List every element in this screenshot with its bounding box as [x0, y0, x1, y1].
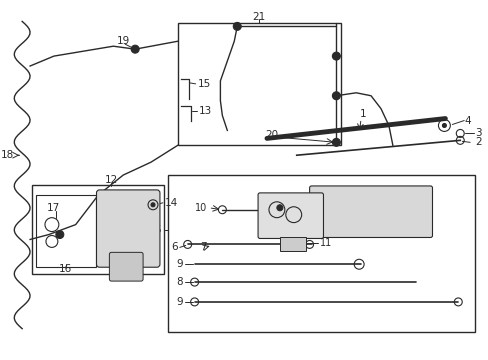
Text: 5: 5: [154, 225, 161, 235]
Text: 8: 8: [176, 277, 183, 287]
Text: 11: 11: [319, 238, 331, 248]
Circle shape: [56, 230, 63, 238]
Text: 9: 9: [176, 259, 183, 269]
Bar: [279, 238, 305, 251]
Text: 20: 20: [265, 130, 278, 140]
Text: 1: 1: [359, 109, 366, 118]
Text: 2: 2: [474, 137, 481, 147]
Bar: [32, 185, 163, 274]
Text: 15: 15: [197, 79, 210, 89]
Text: 10: 10: [195, 203, 207, 213]
Circle shape: [276, 205, 282, 211]
FancyBboxPatch shape: [258, 193, 323, 238]
Circle shape: [233, 22, 241, 30]
Text: 12: 12: [104, 175, 118, 185]
Circle shape: [332, 52, 340, 60]
FancyBboxPatch shape: [96, 190, 160, 267]
Text: 21: 21: [252, 13, 265, 22]
Text: 14: 14: [164, 198, 178, 208]
Text: 9: 9: [176, 297, 183, 307]
Text: 19: 19: [117, 36, 130, 46]
Bar: [167, 175, 474, 332]
FancyBboxPatch shape: [309, 186, 431, 238]
Text: 6: 6: [171, 242, 178, 252]
Text: 17: 17: [47, 203, 61, 213]
Circle shape: [131, 45, 139, 53]
Bar: [36, 195, 95, 267]
Bar: [178, 23, 341, 145]
Circle shape: [151, 203, 155, 207]
Text: 18: 18: [1, 150, 14, 160]
Text: 4: 4: [464, 116, 470, 126]
Circle shape: [332, 92, 340, 100]
FancyBboxPatch shape: [109, 252, 143, 281]
Text: 3: 3: [474, 129, 481, 138]
Text: 7: 7: [200, 242, 207, 252]
Text: 16: 16: [59, 264, 72, 274]
Text: 13: 13: [198, 105, 211, 116]
Circle shape: [442, 123, 446, 127]
Circle shape: [332, 138, 340, 146]
